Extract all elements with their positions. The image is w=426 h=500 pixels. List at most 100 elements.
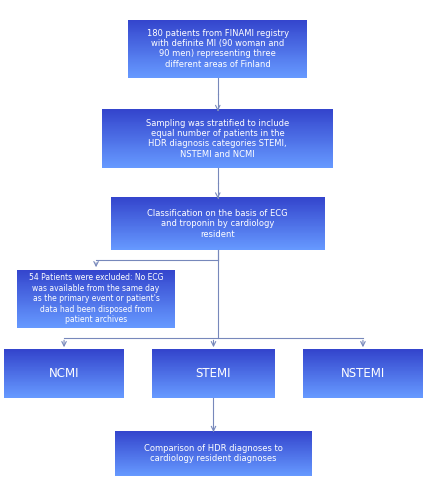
Bar bbox=[111, 200, 324, 201]
Bar bbox=[128, 60, 307, 62]
Bar bbox=[302, 372, 422, 374]
Bar bbox=[4, 371, 124, 372]
Bar bbox=[17, 312, 175, 314]
Bar bbox=[128, 28, 307, 29]
Bar bbox=[128, 40, 307, 41]
Bar bbox=[17, 303, 175, 304]
Bar bbox=[151, 376, 275, 377]
Bar bbox=[115, 471, 311, 472]
Bar bbox=[302, 367, 422, 368]
Bar bbox=[17, 274, 175, 276]
Bar bbox=[17, 298, 175, 299]
Bar bbox=[111, 234, 324, 235]
Bar bbox=[4, 364, 124, 366]
Bar bbox=[102, 144, 332, 146]
Bar bbox=[151, 380, 275, 381]
Bar bbox=[4, 394, 124, 395]
Bar bbox=[151, 356, 275, 358]
Bar bbox=[128, 72, 307, 74]
Bar bbox=[302, 394, 422, 395]
Bar bbox=[151, 374, 275, 376]
Bar bbox=[115, 470, 311, 471]
Bar bbox=[128, 34, 307, 35]
Bar bbox=[17, 274, 175, 275]
Bar bbox=[4, 372, 124, 374]
Bar bbox=[102, 116, 332, 117]
Bar bbox=[102, 124, 332, 126]
Bar bbox=[102, 147, 332, 148]
Bar bbox=[17, 318, 175, 319]
Bar bbox=[115, 444, 311, 445]
Text: Sampling was stratified to include
equal number of patients in the
HDR diagnosis: Sampling was stratified to include equal… bbox=[146, 118, 289, 159]
Bar bbox=[302, 368, 422, 369]
Bar bbox=[115, 464, 311, 466]
Bar bbox=[17, 310, 175, 311]
Bar bbox=[102, 149, 332, 150]
Bar bbox=[17, 270, 175, 271]
Bar bbox=[302, 376, 422, 377]
Bar bbox=[17, 314, 175, 316]
Bar bbox=[302, 389, 422, 390]
Bar bbox=[128, 22, 307, 23]
Bar bbox=[128, 62, 307, 64]
Bar bbox=[151, 370, 275, 372]
Bar bbox=[115, 445, 311, 446]
Bar bbox=[128, 27, 307, 28]
Bar bbox=[102, 164, 332, 166]
Bar bbox=[302, 362, 422, 364]
Bar bbox=[151, 388, 275, 390]
Bar bbox=[111, 218, 324, 220]
Bar bbox=[111, 227, 324, 228]
Bar bbox=[102, 152, 332, 153]
Bar bbox=[302, 360, 422, 362]
Bar bbox=[17, 284, 175, 286]
Text: STEMI: STEMI bbox=[195, 367, 231, 380]
Bar bbox=[115, 473, 311, 474]
Bar bbox=[17, 320, 175, 322]
Bar bbox=[151, 368, 275, 370]
Bar bbox=[111, 200, 324, 202]
Bar bbox=[102, 154, 332, 155]
Bar bbox=[111, 206, 324, 207]
Bar bbox=[4, 392, 124, 394]
Bar bbox=[128, 55, 307, 56]
Bar bbox=[151, 392, 275, 394]
Bar bbox=[115, 472, 311, 473]
Bar bbox=[151, 394, 275, 395]
Bar bbox=[302, 370, 422, 372]
Bar bbox=[111, 197, 324, 198]
Bar bbox=[128, 57, 307, 58]
Bar bbox=[111, 248, 324, 250]
Bar bbox=[17, 292, 175, 294]
Bar bbox=[115, 443, 311, 444]
Bar bbox=[302, 352, 422, 353]
Bar bbox=[111, 240, 324, 242]
Bar bbox=[102, 154, 332, 156]
Bar bbox=[111, 198, 324, 199]
Bar bbox=[115, 454, 311, 455]
Bar bbox=[111, 219, 324, 220]
Bar bbox=[115, 447, 311, 448]
Bar bbox=[102, 156, 332, 157]
Bar bbox=[151, 384, 275, 385]
Bar bbox=[151, 378, 275, 380]
Bar bbox=[128, 42, 307, 43]
Bar bbox=[4, 386, 124, 387]
Bar bbox=[115, 474, 311, 475]
Bar bbox=[115, 466, 311, 467]
Bar bbox=[17, 290, 175, 292]
Bar bbox=[128, 46, 307, 47]
Bar bbox=[102, 146, 332, 148]
Bar bbox=[17, 276, 175, 278]
Bar bbox=[151, 362, 275, 364]
Bar bbox=[4, 377, 124, 378]
Bar bbox=[17, 292, 175, 293]
Bar bbox=[302, 388, 422, 389]
Bar bbox=[151, 373, 275, 374]
Bar bbox=[4, 354, 124, 355]
Bar bbox=[17, 278, 175, 280]
Bar bbox=[102, 160, 332, 162]
Text: NSTEMI: NSTEMI bbox=[340, 367, 384, 380]
Bar bbox=[128, 68, 307, 70]
Bar bbox=[128, 50, 307, 51]
